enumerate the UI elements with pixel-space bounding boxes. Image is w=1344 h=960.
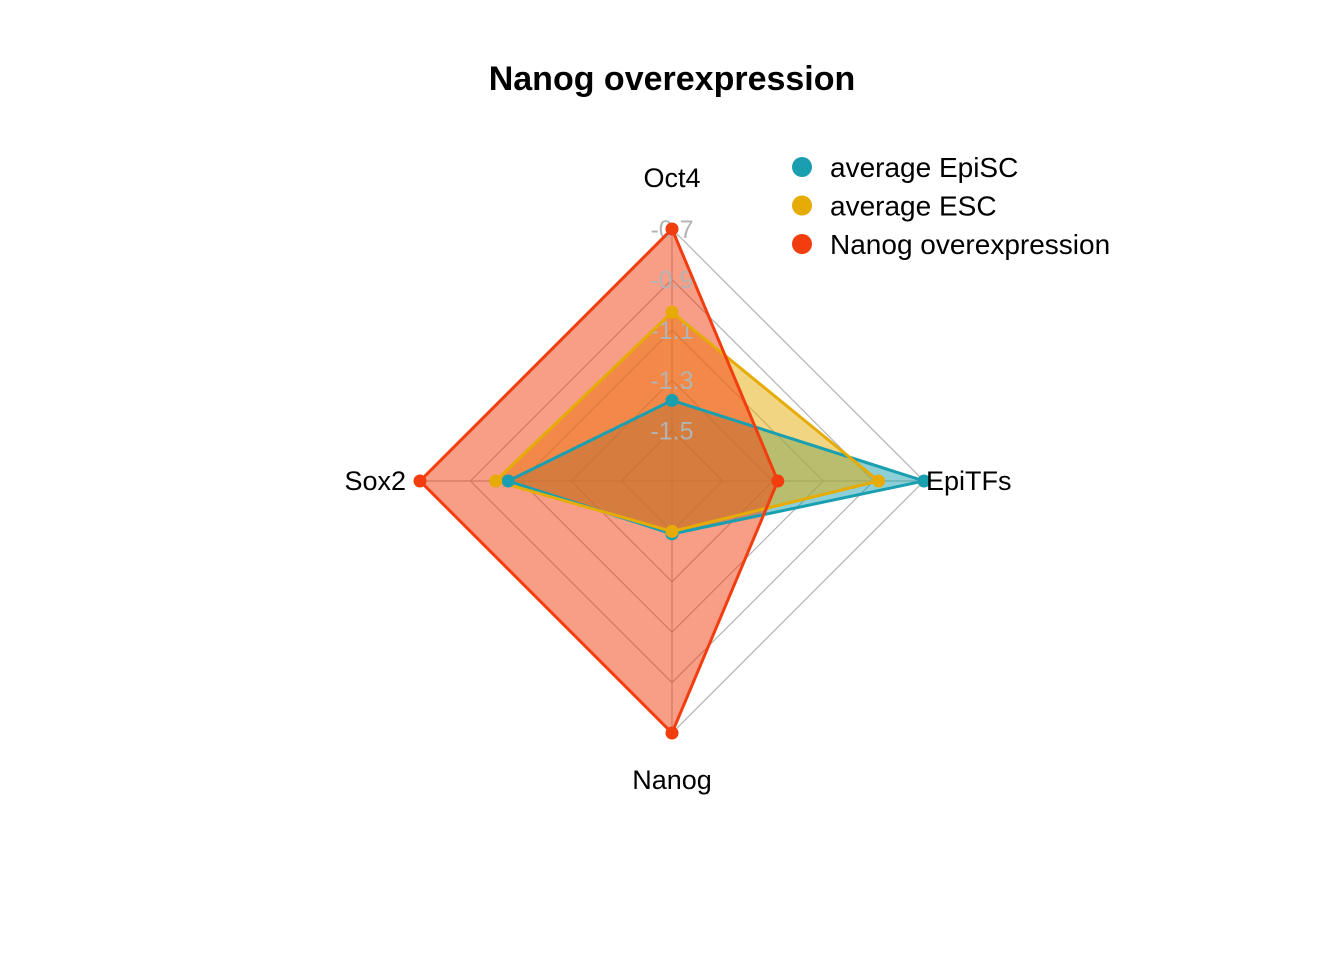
data-point-nanog-overexpression-oct4 (665, 222, 679, 236)
data-point-average-esc-epitfs (872, 474, 886, 488)
legend-key-average-episc (792, 157, 812, 177)
tick-label: -1.5 (650, 418, 693, 446)
axis-label-nanog: Nanog (632, 765, 712, 795)
legend-label-average-esc: average ESC (830, 191, 997, 222)
series-points (413, 222, 931, 740)
data-point-average-episc-epitfs (917, 474, 931, 488)
axis-label-sox2: Sox2 (344, 466, 406, 496)
axis-label-epitfs: EpiTFs (926, 466, 1012, 496)
data-point-average-episc-sox2 (501, 474, 515, 488)
tick-label: -0.9 (650, 266, 693, 294)
series-areas (420, 229, 924, 733)
tick-label: -1.3 (650, 367, 693, 395)
grid-tick-labels: -1.5-1.3-1.1-0.9-0.7 (650, 216, 693, 446)
data-point-average-esc-oct4 (665, 305, 679, 319)
data-point-average-esc-nanog (665, 524, 679, 538)
data-point-nanog-overexpression-epitfs (771, 474, 785, 488)
axis-label-oct4: Oct4 (643, 163, 700, 193)
data-point-nanog-overexpression-sox2 (413, 474, 427, 488)
series-area-nanog-overexpression (420, 229, 778, 733)
axis-labels: Oct4 EpiTFs Nanog Sox2 (344, 163, 1011, 795)
data-point-average-esc-sox2 (489, 474, 503, 488)
data-point-nanog-overexpression-nanog (665, 726, 679, 740)
legend-key-average-esc (792, 195, 812, 216)
data-point-average-episc-oct4 (665, 393, 679, 407)
legend-label-average-episc: average EpiSC (830, 152, 1018, 183)
legend-key-nanog-overexpression (792, 234, 812, 254)
chart-title: Nanog overexpression (489, 60, 856, 98)
legend-label-nanog-overexpression: Nanog overexpression (830, 229, 1110, 260)
legend: average EpiSC average ESC Nanog overexpres… (792, 152, 1110, 260)
tick-label: -1.1 (650, 317, 693, 345)
